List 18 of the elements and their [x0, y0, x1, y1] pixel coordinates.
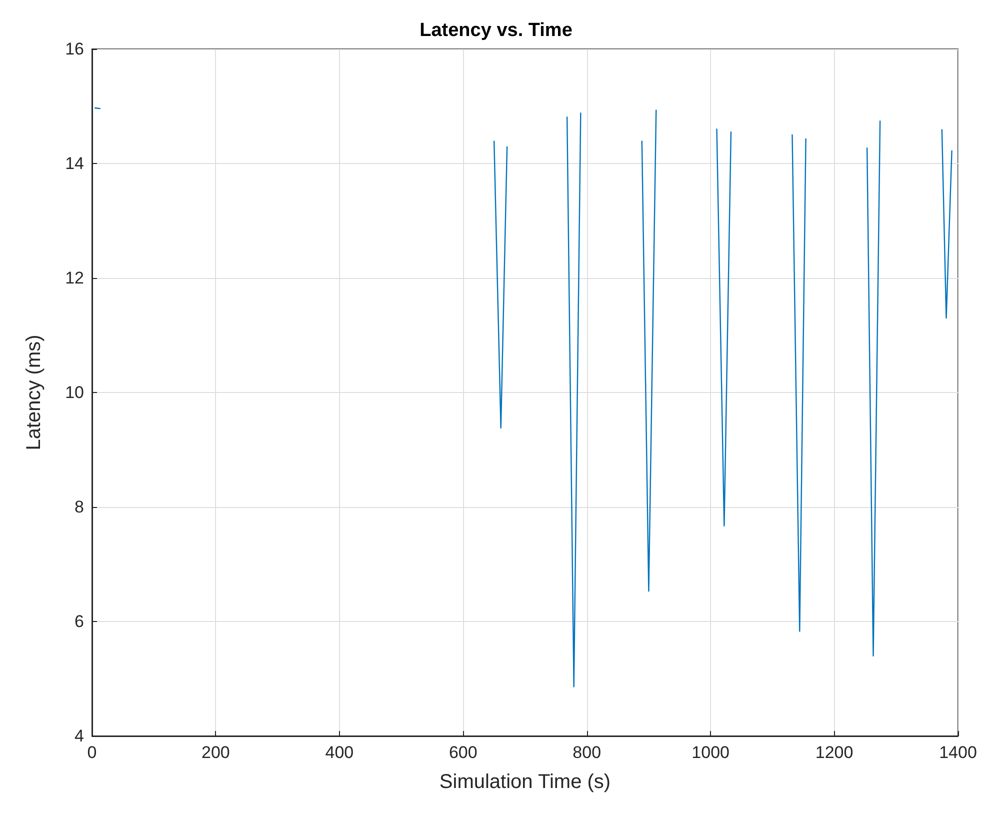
x-tick-label: 200 [202, 743, 230, 762]
x-tick-label: 1200 [815, 743, 854, 762]
y-tick-label: 14 [65, 154, 84, 173]
x-tick-label: 1400 [939, 743, 977, 762]
y-tick-label: 8 [74, 498, 84, 516]
y-tick-label: 12 [65, 268, 84, 288]
chart-title: Latency vs. Time [420, 20, 572, 41]
x-tick-label: 1000 [692, 743, 730, 762]
x-tick-label: 800 [572, 743, 602, 762]
x-axis-title: Simulation Time (s) [439, 771, 611, 793]
y-axis-title: Latency (ms) [23, 334, 45, 450]
y-tick-label: 10 [65, 383, 84, 402]
y-tick-label: 4 [74, 726, 84, 746]
x-tick-label: 600 [448, 743, 478, 762]
x-tick-label: 0 [87, 743, 97, 762]
y-tick-label: 6 [74, 612, 84, 631]
y-tick-label: 16 [65, 40, 84, 58]
x-tick-label: 400 [325, 743, 354, 762]
